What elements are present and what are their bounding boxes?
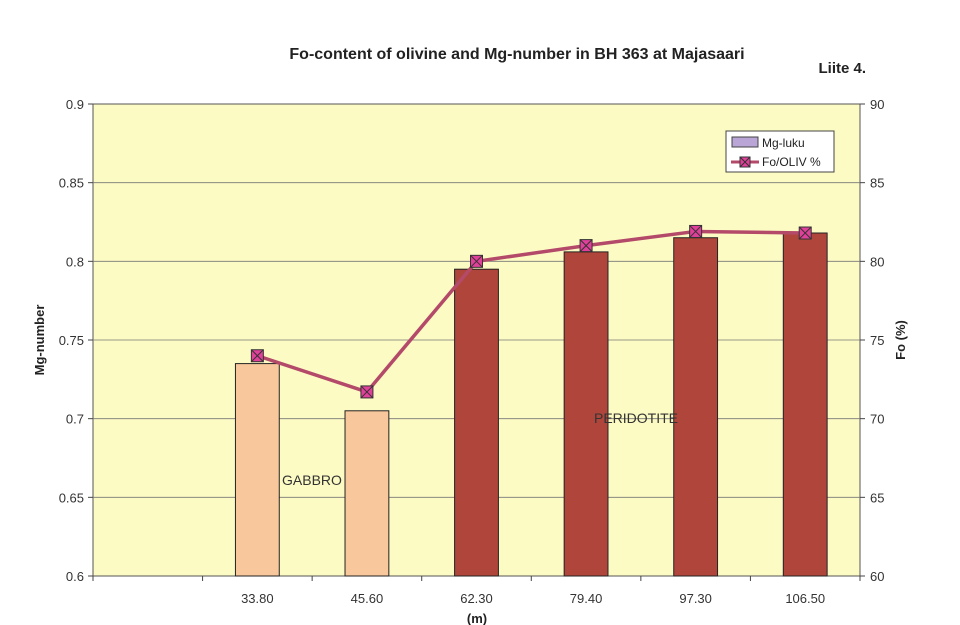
y-tick-label: 0.7 (66, 412, 84, 427)
legend-label-fo: Fo/OLIV % (762, 155, 821, 169)
legend-marker-fo (739, 156, 751, 168)
fo-marker (689, 224, 703, 238)
y2-axis-label: Fo (%) (893, 320, 908, 360)
y-tick-label: 0.9 (66, 97, 84, 112)
fo-marker (470, 254, 483, 268)
y-tick-label: 0.8 (66, 254, 84, 269)
bars (234, 232, 828, 577)
y2-tick-label: 75 (870, 333, 884, 348)
fo-marker-cross (739, 156, 751, 168)
y-tick-label: 0.6 (66, 569, 84, 584)
corner-note: Liite 4. (818, 60, 866, 77)
fo-marker (250, 349, 264, 363)
x-tick-label: 45.60 (351, 591, 384, 606)
x-axis-label: (m) (467, 611, 487, 625)
bar (454, 268, 499, 577)
left-axis: 0.6 0.65 0.7 0.75 0.8 0.85 0.9 (59, 97, 93, 584)
chart-title: Fo-content of olivine and Mg-number in B… (289, 46, 744, 63)
fo-series-line (256, 229, 806, 394)
fo-marker (579, 239, 593, 253)
fo-marker-cross (689, 225, 702, 238)
annotation-gabbro: GABBRO (282, 472, 342, 488)
y-tick-label: 0.85 (59, 176, 84, 191)
bar (673, 237, 719, 577)
y2-tick-label: 70 (870, 412, 884, 427)
y2-tick-label: 60 (870, 569, 884, 584)
y-tick-label: 0.65 (59, 490, 84, 505)
fo-marker (360, 385, 374, 399)
fo-marker-cross (470, 254, 483, 268)
y2-tick-label: 90 (870, 97, 884, 112)
legend-label-mg-luku: Mg-luku (762, 136, 805, 150)
y2-tick-label: 85 (870, 176, 884, 191)
x-tick-label: 106.50 (785, 591, 825, 606)
annotation-peridotite: PERIDOTITE (594, 410, 678, 426)
legend: Mg-luku Fo/OLIV % (725, 130, 835, 173)
fo-marker-cross (798, 226, 812, 240)
fo-line (250, 224, 812, 399)
x-tick-label: 62.30 (460, 591, 493, 606)
y-axis-label: Mg-number (32, 305, 47, 376)
x-axis: 33.80 45.60 62.30 79.40 97.30 106.50 (92, 576, 861, 606)
x-tick-label: 33.80 (241, 591, 274, 606)
fo-marker-cross (360, 385, 374, 399)
fo-marker-cross (251, 349, 264, 363)
fo-marker (798, 226, 812, 240)
legend-swatch-mg-luku (731, 136, 759, 148)
y2-tick-label: 65 (870, 490, 884, 505)
y2-tick-label: 80 (870, 254, 884, 269)
fo-marker (739, 156, 751, 168)
x-tick-label: 79.40 (570, 591, 603, 606)
right-axis: 60 65 70 75 80 85 90 (860, 97, 884, 584)
bar (782, 232, 828, 577)
bar (344, 410, 390, 577)
x-tick-label: 97.30 (679, 591, 712, 606)
y-tick-label: 0.75 (59, 333, 84, 348)
bar (234, 363, 280, 577)
fo-marker-cross (579, 239, 593, 252)
